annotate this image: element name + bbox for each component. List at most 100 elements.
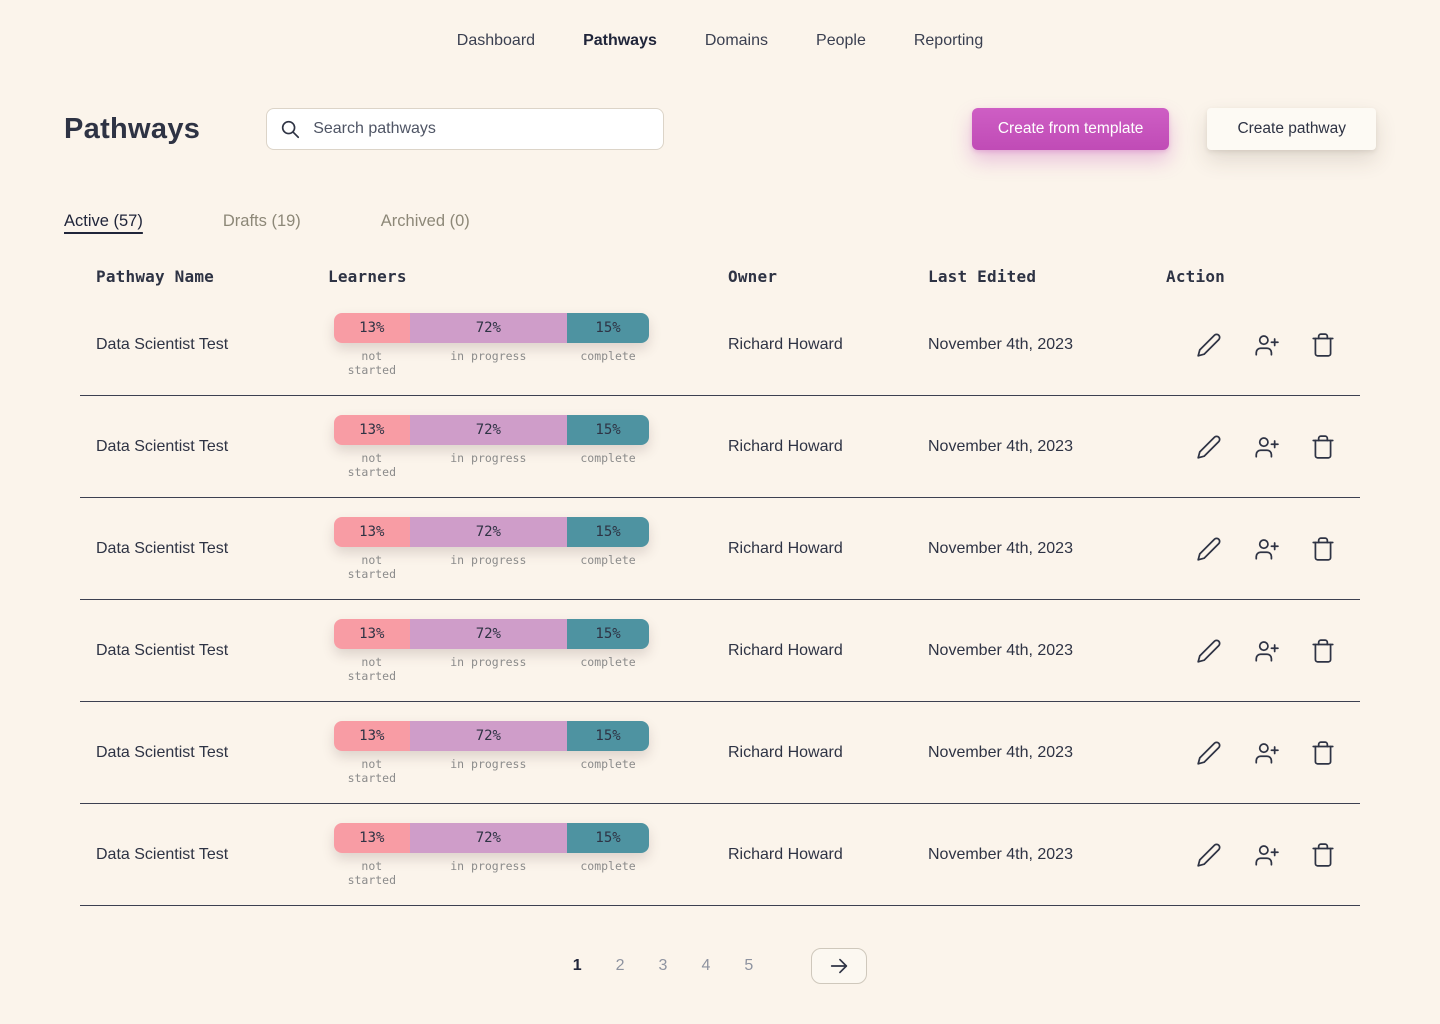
arrow-right-icon — [831, 958, 848, 974]
page-2[interactable]: 2 — [615, 957, 625, 974]
last-edited-date: November 4th, 2023 — [928, 335, 1073, 353]
page-1[interactable]: 1 — [572, 957, 582, 974]
assign-learner-button[interactable] — [1253, 740, 1279, 766]
nav-dashboard[interactable]: Dashboard — [456, 32, 536, 49]
pathway-name-link[interactable]: Data Scientist Test — [96, 743, 229, 761]
page-3[interactable]: 3 — [658, 957, 668, 974]
col-header-last-edited: Last Edited — [928, 267, 1037, 286]
create-from-template-button[interactable]: Create from template — [971, 108, 1170, 150]
search-icon — [279, 118, 301, 140]
pathway-name-link[interactable]: Data Scientist Test — [96, 335, 229, 353]
progress-bar-labels: not started in progress complete — [334, 451, 649, 479]
progress-segment-label: in progress — [450, 450, 527, 465]
progress-segment-label: not started — [347, 348, 397, 377]
pagination: 1 2 3 4 5 — [0, 948, 1440, 984]
page-4[interactable]: 4 — [701, 957, 711, 974]
search-input[interactable] — [311, 119, 652, 139]
owner-name: Richard Howard — [728, 437, 843, 455]
owner-name: Richard Howard — [728, 641, 843, 659]
progress-segment-label: complete — [580, 552, 636, 567]
progress-bar: 13% 72% 15% — [334, 312, 649, 343]
delete-button[interactable] — [1310, 842, 1336, 868]
progress-segment: 72% — [409, 720, 568, 751]
progress-bar-labels: not started in progress complete — [334, 553, 649, 581]
assign-learner-button[interactable] — [1253, 536, 1279, 562]
progress-segment-label: not started — [347, 552, 397, 581]
delete-button[interactable] — [1310, 434, 1336, 460]
assign-learner-button[interactable] — [1253, 332, 1279, 358]
nav-reporting[interactable]: Reporting — [913, 32, 984, 49]
top-nav: Dashboard Pathways Domains People Report… — [0, 0, 1440, 50]
progress-segment-label: complete — [580, 450, 636, 465]
progress-bar-labels: not started in progress complete — [334, 349, 649, 377]
progress-segment-label: complete — [580, 858, 636, 873]
owner-name: Richard Howard — [728, 539, 843, 557]
edit-button[interactable] — [1196, 332, 1222, 358]
pathway-name-link[interactable]: Data Scientist Test — [96, 437, 229, 455]
edit-button[interactable] — [1196, 536, 1222, 562]
assign-learner-button[interactable] — [1253, 434, 1279, 460]
row-actions — [1166, 332, 1360, 358]
progress-segment-label: complete — [580, 348, 636, 363]
pencil-icon — [1197, 333, 1221, 357]
edit-button[interactable] — [1196, 638, 1222, 664]
edit-button[interactable] — [1196, 434, 1222, 460]
pathway-name-link[interactable]: Data Scientist Test — [96, 539, 229, 557]
row-actions — [1166, 842, 1360, 868]
learners-cell: 13% 72% 15% not started in progress complete — [328, 414, 728, 479]
nav-pathways[interactable]: Pathways — [583, 32, 657, 49]
progress-segment-label: complete — [580, 654, 636, 669]
next-page-button[interactable] — [811, 948, 868, 984]
search-box[interactable] — [266, 108, 665, 150]
learners-cell: 13% 72% 15% not started in progress complete — [328, 312, 728, 377]
table-row: Data Scientist Test 13% 72% 15% not starte… — [80, 294, 1360, 396]
row-actions — [1166, 434, 1360, 460]
create-pathway-button[interactable]: Create pathway — [1207, 108, 1376, 150]
progress-segment-label: in progress — [450, 552, 527, 567]
progress-bar-labels: not started in progress complete — [334, 859, 649, 887]
trash-icon — [1312, 842, 1334, 867]
progress-segment: 13% — [334, 312, 410, 343]
table-row: Data Scientist Test 13% 72% 15% not starte… — [80, 396, 1360, 498]
page-header: Pathways Create from template Create pat… — [0, 108, 1440, 150]
tab-drafts[interactable]: Drafts (19) — [222, 212, 301, 230]
trash-icon — [1312, 638, 1334, 663]
progress-segment: 13% — [334, 618, 410, 649]
trash-icon — [1312, 332, 1334, 357]
row-actions — [1166, 740, 1360, 766]
progress-bar: 13% 72% 15% — [334, 414, 649, 445]
tab-active[interactable]: Active (57) — [64, 212, 143, 230]
pencil-icon — [1197, 537, 1221, 561]
user-plus-icon — [1255, 436, 1279, 458]
delete-button[interactable] — [1310, 332, 1336, 358]
owner-name: Richard Howard — [728, 845, 843, 863]
assign-learner-button[interactable] — [1253, 638, 1279, 664]
delete-button[interactable] — [1310, 536, 1336, 562]
edit-button[interactable] — [1196, 842, 1222, 868]
row-actions — [1166, 536, 1360, 562]
pathway-name-link[interactable]: Data Scientist Test — [96, 845, 229, 863]
delete-button[interactable] — [1310, 740, 1336, 766]
pencil-icon — [1197, 639, 1221, 663]
last-edited-date: November 4th, 2023 — [928, 641, 1073, 659]
progress-segment: 13% — [334, 720, 410, 751]
tab-archived[interactable]: Archived (0) — [380, 212, 470, 230]
progress-segment: 72% — [409, 312, 568, 343]
trash-icon — [1312, 740, 1334, 765]
user-plus-icon — [1255, 334, 1279, 356]
learners-cell: 13% 72% 15% not started in progress complete — [328, 618, 728, 683]
nav-domains[interactable]: Domains — [704, 32, 769, 49]
nav-people[interactable]: People — [816, 32, 866, 49]
progress-segment-label: in progress — [450, 858, 527, 873]
delete-button[interactable] — [1310, 638, 1336, 664]
progress-segment: 15% — [567, 618, 649, 649]
assign-learner-button[interactable] — [1253, 842, 1279, 868]
progress-segment-label: complete — [580, 756, 636, 771]
page-5[interactable]: 5 — [744, 957, 754, 974]
edit-button[interactable] — [1196, 740, 1222, 766]
progress-segment: 72% — [409, 516, 568, 547]
pathway-name-link[interactable]: Data Scientist Test — [96, 641, 229, 659]
row-actions — [1166, 638, 1360, 664]
progress-bar: 13% 72% 15% — [334, 516, 649, 547]
col-header-action: Action — [1166, 267, 1225, 286]
